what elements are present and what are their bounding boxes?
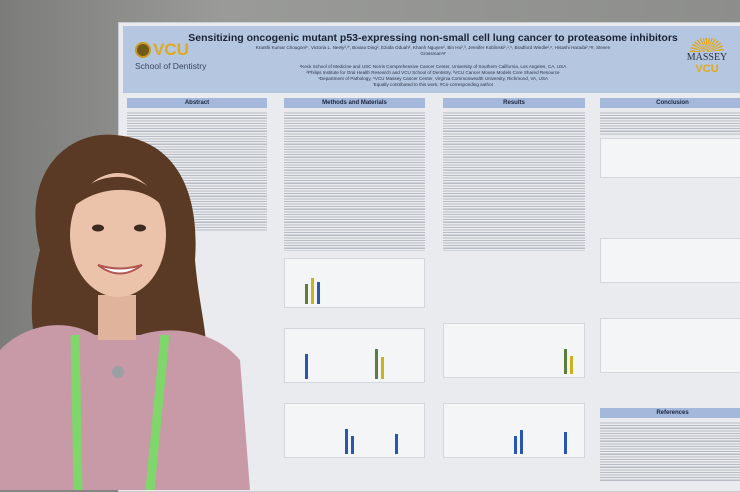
affiliation: ²Philips Institute for Oral Health Resea…	[306, 70, 560, 75]
affiliations: ¹Keck School of Medicine and USC Norris …	[253, 64, 613, 88]
green-lanyard	[70, 334, 170, 490]
right-eye	[134, 224, 146, 232]
figure-boxplot	[600, 318, 740, 373]
affiliation: ¹Keck School of Medicine and USC Norris …	[299, 64, 567, 69]
conclusion-text	[600, 111, 740, 136]
figure-diagram	[600, 138, 740, 178]
figure-5	[284, 403, 425, 458]
logo-subtext: School of Dentistry	[135, 61, 207, 71]
figure-7	[443, 403, 585, 458]
necklace-pendant	[112, 366, 124, 378]
vcu-dentistry-logo: VCU School of Dentistry	[135, 40, 206, 71]
figure-3	[284, 258, 425, 308]
section-references: References	[600, 408, 740, 418]
methods-text	[284, 111, 425, 251]
sun-icon	[690, 38, 724, 52]
left-eye	[92, 224, 104, 232]
figure-4	[284, 328, 425, 383]
massey-logo: MASSEY VCU	[679, 38, 735, 75]
section-methods: Methods and Materials	[284, 98, 425, 108]
references-text	[600, 421, 740, 481]
section-abstract: Abstract	[127, 98, 267, 108]
poster-title: Sensitizing oncogenic mutant p53-express…	[188, 32, 678, 44]
section-conclusion: Conclusion	[600, 98, 740, 108]
smile	[97, 264, 143, 275]
person-presenter	[0, 134, 250, 490]
affiliation: ⁴Department of Pathology, ⁵VCU Massey Ca…	[317, 76, 549, 81]
research-poster: VCU School of Dentistry Sensitizing onco…	[118, 22, 740, 492]
logo-text: MASSEY	[686, 52, 728, 63]
logo-subtext: VCU	[695, 63, 719, 75]
logo-text: VCU	[153, 40, 189, 59]
vcu-seal-icon	[135, 42, 151, 58]
poster-header: VCU School of Dentistry Sensitizing onco…	[123, 26, 740, 93]
figure-6	[443, 323, 585, 378]
section-results: Results	[443, 98, 585, 108]
figure-graph	[600, 238, 740, 283]
pink-top	[0, 325, 250, 490]
affiliation: 'Equally contributed to this work, #Co-c…	[372, 82, 494, 87]
bangs	[70, 176, 168, 215]
results-text	[443, 111, 585, 251]
poster-authors: Kranthi Kumar Chougoni¹', Victoria L. Ne…	[255, 45, 611, 56]
neck	[98, 295, 136, 340]
